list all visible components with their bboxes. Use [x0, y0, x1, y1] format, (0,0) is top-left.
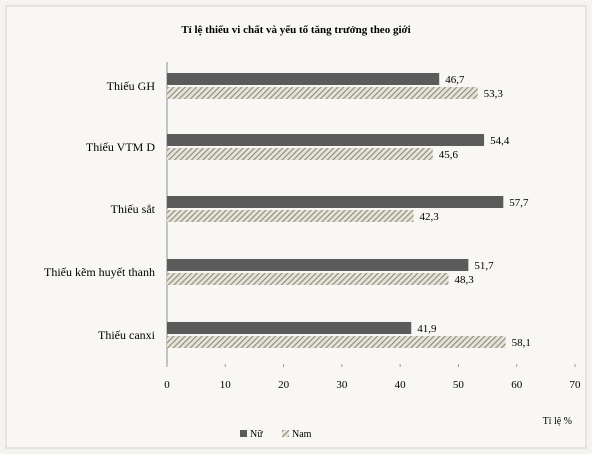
category-label: Thiếu VTM D — [86, 140, 155, 154]
category-label: Thiếu canxi — [98, 328, 156, 342]
data-label: 46,7 — [445, 74, 465, 86]
bar-nam — [167, 87, 478, 99]
bar-nu — [167, 259, 469, 271]
bar-nu — [167, 322, 412, 334]
bar-nam — [167, 148, 433, 160]
legend-swatch — [282, 430, 289, 437]
legend-label: Nữ — [250, 429, 263, 440]
x-tick-label: 50 — [453, 379, 465, 391]
data-label: 48,3 — [455, 274, 475, 286]
x-tick-label: 40 — [395, 379, 407, 391]
bar-nam — [167, 336, 506, 348]
bar-nu — [167, 196, 504, 208]
legend: Nữ Nam — [240, 429, 312, 440]
x-tick-label: 60 — [511, 379, 523, 391]
legend-swatch — [240, 430, 247, 437]
data-label: 53,3 — [484, 88, 504, 100]
category-label: Thiếu GH — [107, 79, 156, 93]
chart-title: Tỉ lệ thiếu vi chất và yếu tố tăng trưởn… — [181, 24, 410, 36]
data-label: 41,9 — [417, 323, 437, 335]
x-tick-label: 70 — [570, 379, 582, 391]
x-axis-label: Tỉ lệ % — [543, 416, 572, 427]
category-label: Thiếu sắt — [111, 202, 156, 216]
x-tick-label: 0 — [164, 379, 170, 391]
data-label: 54,4 — [490, 135, 510, 147]
x-tick-label: 10 — [220, 379, 232, 391]
bar-nam — [167, 273, 449, 285]
data-label: 42,3 — [420, 211, 440, 223]
bar-nam — [167, 210, 414, 222]
data-label: 58,1 — [512, 337, 531, 349]
category-label: Thiếu kẽm huyết thanh — [44, 265, 155, 279]
x-tick-label: 30 — [336, 379, 348, 391]
data-label: 51,7 — [474, 260, 494, 272]
data-label: 45,6 — [439, 149, 459, 161]
legend-label: Nam — [292, 429, 312, 440]
bar-nu — [167, 134, 485, 146]
x-tick-label: 20 — [278, 379, 290, 391]
data-label: 57,7 — [509, 197, 529, 209]
bar-nu — [167, 73, 440, 85]
chart-frame — [5, 5, 587, 449]
plot-area: 0 10 20 30 40 50 60 70 Thiếu GH 46,7 53,3 Thiếu VTM… — [44, 62, 581, 391]
